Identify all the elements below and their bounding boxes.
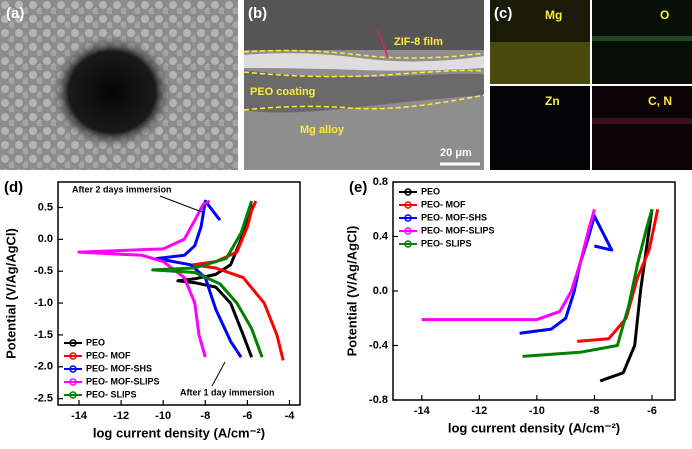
- y-tick-label: -0.4: [369, 339, 389, 351]
- annotation-arrow: [211, 361, 226, 387]
- y-tick-label: 0.0: [38, 233, 53, 245]
- annotation-arrow: [159, 195, 203, 213]
- legend-label: PEO- MOF-SLIPS: [86, 376, 160, 386]
- legend-marker: [404, 227, 412, 235]
- series-line: [522, 208, 654, 358]
- y-tick-label: 0.8: [373, 176, 388, 188]
- x-tick-label: -6: [647, 405, 657, 417]
- coating: [244, 70, 484, 113]
- boundary-line: [243, 94, 485, 111]
- y-tick-label: -0.8: [369, 394, 388, 406]
- legend-marker: [69, 391, 77, 399]
- x-axis-label: log current density (A/cm⁻²): [448, 420, 620, 435]
- series-line: [421, 208, 596, 322]
- panel-label: (a): [6, 5, 24, 22]
- x-tick-label: -8: [590, 405, 600, 417]
- scale-bar-label: 20 μm: [440, 147, 472, 159]
- legend-label: PEO- SLIPS: [86, 389, 137, 399]
- boundary-line: [243, 69, 485, 78]
- legend-marker: [404, 214, 412, 222]
- y-tick-label: -1.0: [34, 297, 53, 309]
- legend-label: PEO- MOF-SHS: [86, 363, 152, 373]
- series-line: [77, 199, 211, 358]
- y-tick-label: 0.0: [373, 285, 388, 297]
- y-tick-label: -0.5: [34, 265, 53, 277]
- annotation: After 2 days immersion: [72, 184, 172, 194]
- x-axis-label: log current density (A/cm⁻²): [93, 425, 265, 440]
- y-tick-label: -2.5: [34, 393, 53, 405]
- map-cn: [592, 86, 692, 170]
- x-tick-label: -8: [200, 410, 210, 422]
- element-label: Zn: [545, 94, 560, 108]
- panel-label: (b): [248, 5, 267, 22]
- map-o: [592, 0, 692, 84]
- legend-marker: [404, 188, 412, 196]
- legend-label: PEO: [86, 337, 105, 347]
- annotation: After 1 day immersion: [180, 387, 275, 397]
- arrow: [377, 29, 389, 59]
- x-tick-label: -14: [71, 410, 88, 422]
- element-label: O: [660, 8, 669, 22]
- map-zn: [490, 86, 590, 170]
- legend-label: PEO- MOF-SHS: [421, 212, 487, 222]
- map-cn-band: [592, 118, 692, 124]
- x-tick-label: -12: [471, 405, 487, 417]
- legend-label: PEO: [421, 186, 440, 196]
- boundary-line: [243, 49, 485, 59]
- series-line: [519, 214, 614, 335]
- legend-marker: [404, 240, 412, 248]
- legend-marker: [69, 352, 77, 360]
- resin: [244, 0, 484, 50]
- image-label: ZIF-8 film: [394, 36, 443, 48]
- plot-frame: [57, 181, 301, 406]
- y-tick-label: 0.4: [373, 230, 389, 242]
- film: [244, 53, 484, 71]
- legend-label: PEO- SLIPS: [421, 238, 472, 248]
- image-label: PEO coating: [250, 86, 315, 98]
- x-tick-label: -10: [529, 405, 545, 417]
- y-tick-label: -2.0: [34, 361, 53, 373]
- legend-label: PEO- MOF-SLIPS: [421, 225, 495, 235]
- y-axis-label: Potential (V/Ag/AgCl): [344, 226, 359, 357]
- x-tick-label: -4: [285, 410, 296, 422]
- element-label: Mg: [545, 8, 562, 22]
- legend-marker: [69, 339, 77, 347]
- y-tick-label: -1.5: [34, 329, 53, 341]
- image-label: Mg alloy: [300, 124, 345, 136]
- panel-label: (e): [349, 179, 367, 196]
- legend-marker: [69, 365, 77, 373]
- y-tick-label: 0.5: [38, 201, 53, 213]
- x-tick-label: -12: [113, 410, 129, 422]
- series-line: [151, 200, 264, 358]
- y-axis-label: Potential (V/Ag/AgCl): [3, 228, 18, 359]
- map-mg-top: [490, 0, 590, 42]
- series-line: [599, 209, 654, 383]
- panel-label: (d): [4, 179, 23, 196]
- legend-marker: [404, 201, 412, 209]
- x-tick-label: -14: [414, 405, 431, 417]
- pore: [50, 34, 174, 150]
- legend-label: PEO- MOF: [421, 199, 466, 209]
- element-label: C, N: [648, 94, 672, 108]
- x-tick-label: -10: [155, 410, 171, 422]
- legend-label: PEO- MOF: [86, 350, 131, 360]
- x-tick-label: -6: [243, 410, 253, 422]
- legend-marker: [69, 378, 77, 386]
- panel-label: (c): [494, 5, 512, 22]
- map-o-band: [592, 36, 692, 41]
